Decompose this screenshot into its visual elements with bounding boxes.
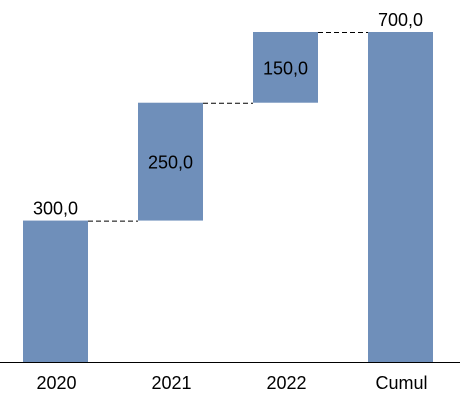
data-label-2020: 300,0 bbox=[33, 199, 78, 219]
x-tick-2022: 2022 bbox=[266, 373, 306, 393]
x-tick-2020: 2020 bbox=[36, 373, 76, 393]
bar-cumul bbox=[368, 32, 433, 362]
connectors-layer bbox=[88, 32, 368, 222]
data-label-2021: 250,0 bbox=[148, 153, 193, 173]
bar-2020 bbox=[23, 220, 88, 362]
x-tick-cumul: Cumul bbox=[375, 373, 427, 393]
bars-layer bbox=[23, 32, 433, 362]
data-labels-layer: 300,0 250,0 150,0 700,0 bbox=[33, 10, 423, 219]
bar-2021 bbox=[138, 102, 203, 221]
bar-2022 bbox=[253, 32, 318, 103]
x-tick-2021: 2021 bbox=[151, 373, 191, 393]
data-label-2022: 150,0 bbox=[263, 58, 308, 78]
data-label-cumul: 700,0 bbox=[378, 10, 423, 30]
x-tick-labels-layer: 2020 2021 2022 Cumul bbox=[36, 373, 427, 393]
